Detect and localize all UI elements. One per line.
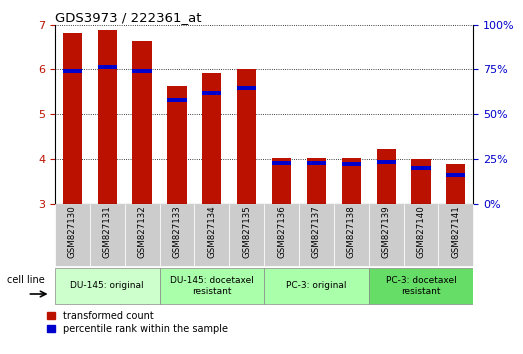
Bar xyxy=(98,30,117,204)
Bar xyxy=(307,161,326,165)
Bar xyxy=(237,86,256,91)
FancyBboxPatch shape xyxy=(160,204,195,266)
Text: GDS3973 / 222361_at: GDS3973 / 222361_at xyxy=(55,11,201,24)
Text: GSM827131: GSM827131 xyxy=(103,205,112,258)
Bar xyxy=(272,161,291,165)
Bar xyxy=(132,41,152,204)
Bar xyxy=(446,164,465,204)
FancyBboxPatch shape xyxy=(404,204,438,266)
Bar xyxy=(132,69,152,73)
Text: GSM827139: GSM827139 xyxy=(382,205,391,258)
FancyBboxPatch shape xyxy=(195,204,229,266)
FancyBboxPatch shape xyxy=(334,204,369,266)
Bar xyxy=(202,73,221,204)
FancyBboxPatch shape xyxy=(264,268,369,304)
Text: GSM827138: GSM827138 xyxy=(347,205,356,258)
Text: GSM827132: GSM827132 xyxy=(138,205,146,258)
Text: PC-3: original: PC-3: original xyxy=(286,281,347,290)
Bar xyxy=(446,173,465,177)
Bar xyxy=(342,162,361,166)
Bar xyxy=(342,158,361,204)
Text: GSM827134: GSM827134 xyxy=(207,205,217,258)
Bar xyxy=(377,160,396,164)
Bar xyxy=(167,98,187,102)
FancyBboxPatch shape xyxy=(264,204,299,266)
Text: GSM827135: GSM827135 xyxy=(242,205,251,258)
Bar xyxy=(272,158,291,204)
Bar xyxy=(307,158,326,204)
FancyBboxPatch shape xyxy=(229,204,264,266)
Bar xyxy=(237,69,256,204)
Text: GSM827140: GSM827140 xyxy=(416,205,426,258)
Bar xyxy=(167,86,187,204)
Bar xyxy=(412,166,430,170)
FancyBboxPatch shape xyxy=(369,204,404,266)
Text: DU-145: original: DU-145: original xyxy=(71,281,144,290)
Bar xyxy=(63,33,82,204)
Text: GSM827133: GSM827133 xyxy=(173,205,181,258)
Bar xyxy=(377,149,396,204)
Text: GSM827141: GSM827141 xyxy=(451,205,460,258)
FancyBboxPatch shape xyxy=(299,204,334,266)
FancyBboxPatch shape xyxy=(124,204,160,266)
Text: PC-3: docetaxel
resistant: PC-3: docetaxel resistant xyxy=(385,276,457,296)
Text: GSM827137: GSM827137 xyxy=(312,205,321,258)
FancyBboxPatch shape xyxy=(438,204,473,266)
FancyBboxPatch shape xyxy=(55,268,160,304)
Text: cell line: cell line xyxy=(7,275,44,285)
Text: DU-145: docetaxel
resistant: DU-145: docetaxel resistant xyxy=(170,276,254,296)
Bar xyxy=(63,69,82,73)
Text: GSM827136: GSM827136 xyxy=(277,205,286,258)
FancyBboxPatch shape xyxy=(90,204,124,266)
FancyBboxPatch shape xyxy=(369,268,473,304)
Bar xyxy=(412,159,430,204)
FancyBboxPatch shape xyxy=(160,268,264,304)
Bar xyxy=(98,65,117,69)
Legend: transformed count, percentile rank within the sample: transformed count, percentile rank withi… xyxy=(47,311,228,333)
FancyBboxPatch shape xyxy=(55,204,90,266)
Bar xyxy=(202,91,221,95)
Text: GSM827130: GSM827130 xyxy=(68,205,77,258)
